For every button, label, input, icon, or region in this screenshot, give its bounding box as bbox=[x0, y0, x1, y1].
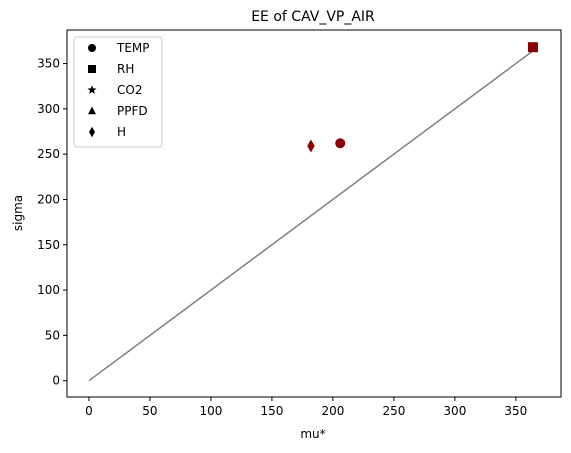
x-tick-label: 150 bbox=[260, 404, 283, 418]
x-tick-label: 50 bbox=[142, 404, 157, 418]
legend: TEMP RH CO2 PPFD H bbox=[73, 36, 163, 148]
x-tick-label: 100 bbox=[199, 404, 222, 418]
legend-box bbox=[73, 36, 163, 148]
y-tick-label: 300 bbox=[37, 102, 60, 116]
y-tick-label: 200 bbox=[37, 192, 60, 206]
legend-marker-co2 bbox=[87, 85, 97, 94]
legend-marker-temp bbox=[88, 44, 96, 52]
legend-marker-rh bbox=[88, 65, 96, 73]
legend-marker-ppfd bbox=[88, 106, 96, 115]
x-axis-label: mu* bbox=[300, 427, 325, 441]
legend-marker-h bbox=[89, 126, 95, 138]
chart-title: EE of CAV_VP_AIR bbox=[251, 9, 375, 25]
reference-line-group bbox=[88, 46, 539, 382]
data-point-temp bbox=[335, 138, 346, 149]
legend-label-temp: TEMP bbox=[116, 41, 150, 55]
plot-frame bbox=[66, 29, 562, 398]
legend-label-rh: RH bbox=[117, 62, 134, 76]
x-tick-label: 350 bbox=[504, 404, 527, 418]
x-axis-ticks: 0 50 100 150 200 250 300 350 bbox=[85, 397, 527, 418]
legend-label-co2: CO2 bbox=[117, 83, 142, 97]
legend-label-ppfd: PPFD bbox=[117, 104, 148, 118]
y-tick-label: 100 bbox=[37, 283, 60, 297]
y-tick-label: 0 bbox=[52, 374, 60, 388]
data-point-h bbox=[307, 139, 315, 153]
x-tick-label: 300 bbox=[443, 404, 466, 418]
y-tick-label: 250 bbox=[37, 147, 60, 161]
y-tick-label: 150 bbox=[37, 238, 60, 252]
x-tick-label: 0 bbox=[85, 404, 93, 418]
reference-line bbox=[88, 46, 539, 382]
x-tick-label: 250 bbox=[382, 404, 405, 418]
y-axis-ticks: 0 50 100 150 200 250 300 350 bbox=[37, 57, 67, 388]
x-tick-label: 200 bbox=[321, 404, 344, 418]
data-points bbox=[307, 42, 538, 153]
y-axis-label: sigma bbox=[11, 195, 25, 231]
data-point-rh bbox=[527, 42, 538, 53]
legend-label-h: H bbox=[117, 125, 126, 139]
y-tick-label: 350 bbox=[37, 57, 60, 71]
y-tick-label: 50 bbox=[45, 328, 60, 342]
